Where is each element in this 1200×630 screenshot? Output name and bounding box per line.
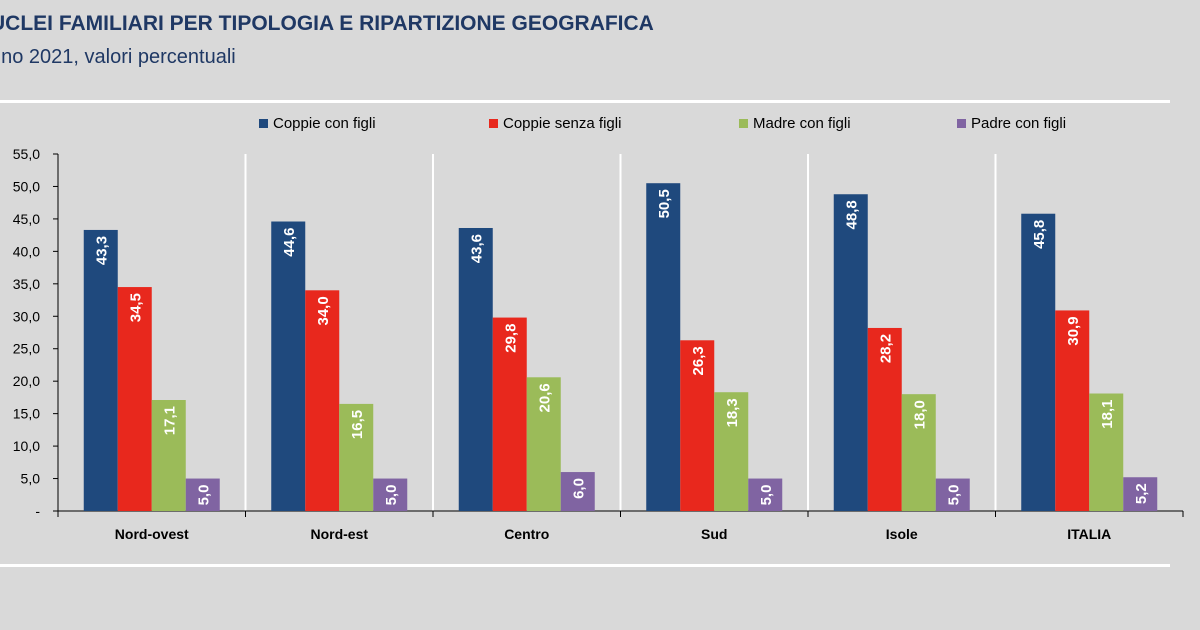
bar (680, 340, 715, 511)
bar (185, 478, 220, 511)
legend: Coppie con figli Coppie senza figli Madre … (259, 115, 1066, 132)
data-label: 17,1 (162, 406, 179, 435)
y-tick-label: 20,0 (13, 373, 40, 389)
bar (492, 317, 527, 511)
data-labels: 43,3 44,6 43,6 50,5 48,8 45,8 34,5 34,0 29,8 26,3… (94, 189, 1151, 505)
bar (748, 478, 783, 511)
data-label: 45,8 (1031, 220, 1048, 249)
bar (458, 227, 493, 511)
data-label: 5,0 (946, 485, 963, 506)
data-label: 18,1 (1099, 400, 1116, 429)
bar (117, 287, 152, 511)
axes: - 5,0 10,0 15,0 20,0 25,0 30,0 35,0 40,0 45,0 50,0… (13, 146, 1184, 542)
data-label: 30,9 (1065, 316, 1082, 345)
data-label: 5,0 (758, 485, 775, 506)
y-tick-label: - (35, 503, 40, 519)
bar (271, 221, 306, 512)
data-label: 50,5 (656, 189, 673, 218)
data-label: 34,5 (128, 293, 145, 322)
data-label: 43,6 (469, 234, 486, 263)
bar (901, 394, 936, 511)
data-label: 18,3 (724, 398, 741, 427)
y-tick-label: 55,0 (13, 146, 40, 162)
grid-lines (244, 154, 997, 511)
data-label: 34,0 (315, 296, 332, 325)
data-label: 29,8 (503, 324, 520, 353)
bar (833, 194, 868, 511)
x-tick-label: ITALIA (1067, 526, 1111, 542)
legend-swatch (957, 119, 966, 128)
chart-title: UCLEI FAMILIARI PER TIPOLOGIA E RIPARTIZ… (0, 12, 654, 35)
data-label: 26,3 (690, 346, 707, 375)
y-tick-label: 50,0 (13, 178, 40, 194)
data-label: 28,2 (878, 334, 895, 363)
legend-label: Madre con figli (753, 115, 851, 132)
bar (83, 229, 118, 511)
bar (526, 377, 561, 511)
bar (646, 183, 681, 511)
x-tick-label: Sud (701, 526, 727, 542)
legend-label: Padre con figli (971, 115, 1066, 132)
x-tick-label: Centro (504, 526, 549, 542)
data-label: 5,0 (383, 485, 400, 506)
bar (373, 478, 408, 511)
bar (867, 327, 902, 511)
bar (560, 472, 595, 511)
y-tick-label: 40,0 (13, 243, 40, 259)
bar (1055, 310, 1090, 511)
bar (305, 290, 340, 511)
data-label: 43,3 (94, 236, 111, 265)
y-tick-label: 5,0 (21, 471, 41, 487)
data-label: 5,0 (196, 485, 213, 506)
data-label: 5,2 (1133, 483, 1150, 504)
bars (83, 183, 1158, 512)
y-tick-label: 30,0 (13, 308, 40, 324)
bar (714, 392, 749, 511)
top-divider (0, 100, 1170, 103)
legend-label: Coppie con figli (273, 115, 376, 132)
bar (339, 403, 374, 511)
bar (1021, 213, 1056, 511)
y-tick-label: 10,0 (13, 438, 40, 454)
data-label: 16,5 (349, 410, 366, 439)
y-tick-label: 35,0 (13, 276, 40, 292)
y-tick-label: 45,0 (13, 211, 40, 227)
y-tick-label: 25,0 (13, 341, 40, 357)
x-tick-label: Nord-est (310, 526, 368, 542)
data-label: 18,0 (912, 400, 929, 429)
legend-swatch (739, 119, 748, 128)
bar (1089, 393, 1124, 511)
legend-label: Coppie senza figli (503, 115, 621, 132)
data-label: 48,8 (844, 200, 861, 229)
x-tick-label: Isole (886, 526, 918, 542)
legend-swatch (489, 119, 498, 128)
data-label: 44,6 (281, 228, 298, 257)
bar (1123, 477, 1158, 511)
x-tick-label: Nord-ovest (115, 526, 189, 542)
bottom-divider (0, 564, 1170, 567)
y-tick-label: 15,0 (13, 406, 40, 422)
data-label: 6,0 (571, 478, 588, 499)
chart-subtitle: nno 2021, valori percentuali (0, 46, 236, 68)
bar (935, 478, 970, 511)
bar (151, 400, 186, 511)
legend-swatch (259, 119, 268, 128)
data-label: 20,6 (537, 383, 554, 412)
